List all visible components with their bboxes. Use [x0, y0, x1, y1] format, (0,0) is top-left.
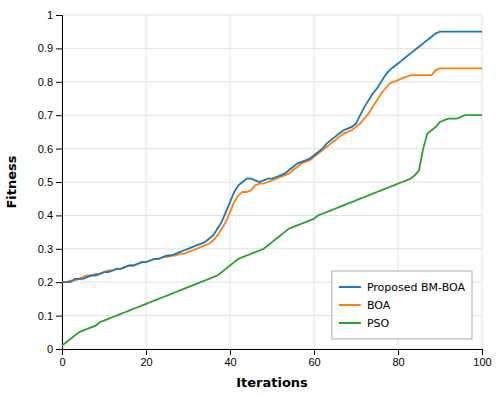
x-tick: 40 [224, 349, 236, 368]
y-grid-line [62, 248, 482, 249]
x-tick-mark [314, 349, 315, 355]
y-tick-mark [56, 349, 62, 350]
y-tick-mark [56, 182, 62, 183]
y-tick: 0.8 [38, 76, 62, 88]
y-axis: 0 0.1 0.2 0.3 0.4 0.5 0.6 0.7 0.8 0.9 1 [38, 9, 63, 355]
y-tick-mark [56, 82, 62, 83]
legend-label: BOA [367, 299, 391, 312]
series-line [62, 68, 482, 282]
y-grid-line [62, 115, 482, 116]
y-tick-label: 0.7 [38, 109, 53, 121]
y-tick-mark [56, 115, 62, 116]
y-grid-line [62, 148, 482, 149]
y-tick-label: 0.1 [38, 310, 53, 322]
y-grid-line [62, 182, 482, 183]
y-axis-line [56, 16, 63, 350]
x-axis-line [63, 350, 483, 356]
y-tick-label: 0.9 [38, 42, 53, 54]
y-tick-mark [56, 249, 62, 250]
y-grid-line [62, 215, 482, 216]
y-tick: 0.4 [38, 209, 62, 221]
x-tick-label: 60 [308, 356, 320, 368]
series-line [62, 115, 482, 345]
plot: 0 20 40 60 80 100 0 0.1 0.2 0.3 0.4 0.5 0.6 0.7 0.8 0.9… [38, 9, 492, 368]
x-axis: 0 20 40 60 80 100 [59, 349, 491, 368]
y-tick-label: 0.5 [38, 176, 53, 188]
y-tick: 0 [47, 343, 62, 355]
lines [62, 32, 482, 346]
x-tick: 0 [59, 349, 65, 368]
y-tick-label: 0.2 [38, 276, 53, 288]
y-tick-label: 0.8 [38, 76, 53, 88]
y-grid-line [62, 15, 482, 16]
y-tick-mark [56, 316, 62, 317]
y-tick: 0.3 [38, 243, 62, 255]
legend-swatch [339, 322, 361, 324]
x-tick-label: 0 [59, 356, 65, 368]
legend-label: Proposed BM-BOA [367, 281, 466, 294]
y-tick-mark [56, 48, 62, 49]
grid [62, 15, 482, 349]
x-tick-mark [398, 349, 399, 355]
x-tick-label: 80 [392, 356, 404, 368]
legend-frame [332, 271, 472, 339]
y-tick-mark [56, 282, 62, 283]
y-tick: 0.7 [38, 109, 62, 121]
x-tick-label: 100 [473, 356, 491, 368]
y-grid-line [62, 81, 482, 82]
x-tick-mark [482, 349, 483, 355]
x-axis-title: Iterations [236, 375, 308, 390]
y-tick-label: 0 [47, 343, 53, 355]
y-tick: 0.6 [38, 143, 62, 155]
x-tick-mark [146, 349, 147, 355]
y-tick-label: 0.3 [38, 243, 53, 255]
y-tick-label: 0.6 [38, 143, 53, 155]
series-line [62, 32, 482, 283]
legend-item: BOA [339, 299, 391, 312]
y-tick-mark [56, 149, 62, 150]
y-axis-title: Fitness [4, 155, 19, 208]
y-tick: 1 [47, 9, 62, 21]
legend: Proposed BM-BOA BOA PSO [332, 271, 472, 339]
y-tick-mark [56, 15, 62, 16]
x-tick-mark [230, 349, 231, 355]
y-tick-mark [56, 215, 62, 216]
y-tick: 0.2 [38, 276, 62, 288]
y-tick-label: 0.4 [38, 209, 53, 221]
y-tick: 0.1 [38, 310, 62, 322]
y-tick: 0.5 [38, 176, 62, 188]
x-tick-label: 20 [140, 356, 152, 368]
x-tick: 100 [473, 349, 491, 368]
y-grid-line [62, 48, 482, 49]
legend-item: PSO [339, 317, 390, 330]
y-tick: 0.9 [38, 42, 62, 54]
chart: 0 20 40 60 80 100 0 0.1 0.2 0.3 0.4 0.5 0.6 0.7 0.8 0.9… [0, 0, 500, 397]
x-tick: 60 [308, 349, 320, 368]
x-tick-label: 40 [224, 356, 236, 368]
legend-swatch [339, 304, 361, 306]
legend-swatch [339, 286, 361, 288]
legend-item: Proposed BM-BOA [339, 281, 466, 294]
x-tick: 80 [392, 349, 404, 368]
x-tick: 20 [140, 349, 152, 368]
legend-label: PSO [367, 317, 390, 330]
y-tick-label: 1 [47, 9, 53, 21]
